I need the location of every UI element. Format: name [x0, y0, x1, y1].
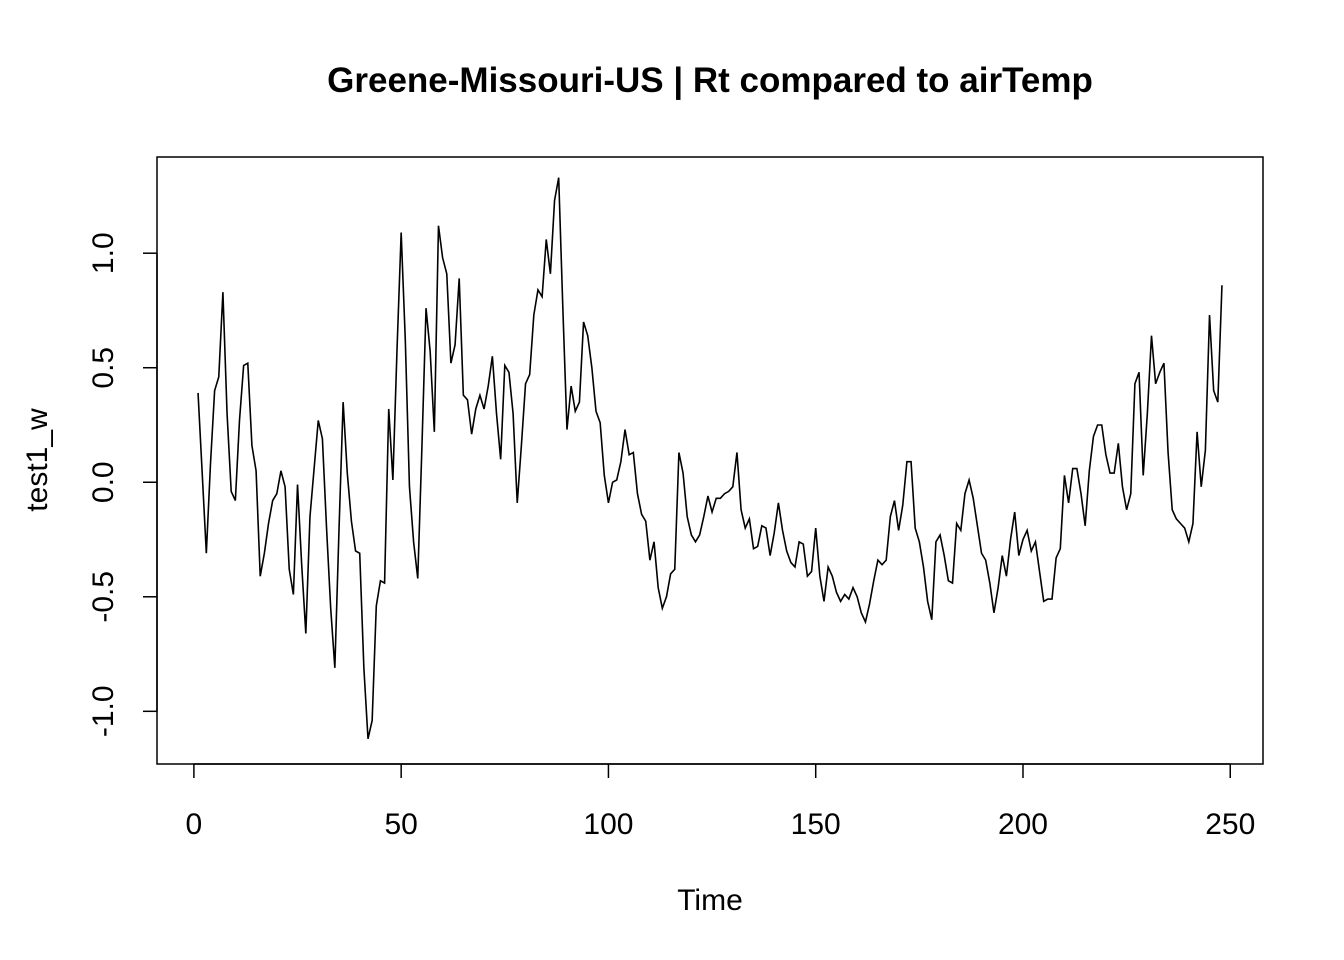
x-tick-label: 250	[1205, 808, 1255, 841]
x-tick-label: 100	[583, 808, 633, 841]
y-tick-label: 1.0	[87, 232, 120, 274]
y-axis-label: test1_w	[21, 408, 54, 512]
x-tick-label: 150	[791, 808, 841, 841]
y-tick-label: 0.0	[87, 461, 120, 503]
series-line	[198, 178, 1222, 739]
x-tick-label: 200	[998, 808, 1048, 841]
x-tick-label: 0	[186, 808, 203, 841]
x-axis: 0 50 100 150 200 250	[186, 764, 1256, 841]
x-tick-label: 50	[384, 808, 417, 841]
y-tick-label: -1.0	[87, 685, 120, 737]
y-tick-label: -0.5	[87, 571, 120, 623]
series-layer	[198, 178, 1222, 739]
y-axis: -1.0 -0.5 0.0 0.5 1.0	[87, 232, 157, 737]
y-tick-label: 0.5	[87, 347, 120, 389]
chart-title: Greene-Missouri-US | Rt compared to airT…	[327, 61, 1093, 100]
x-axis-label: Time	[677, 884, 743, 917]
